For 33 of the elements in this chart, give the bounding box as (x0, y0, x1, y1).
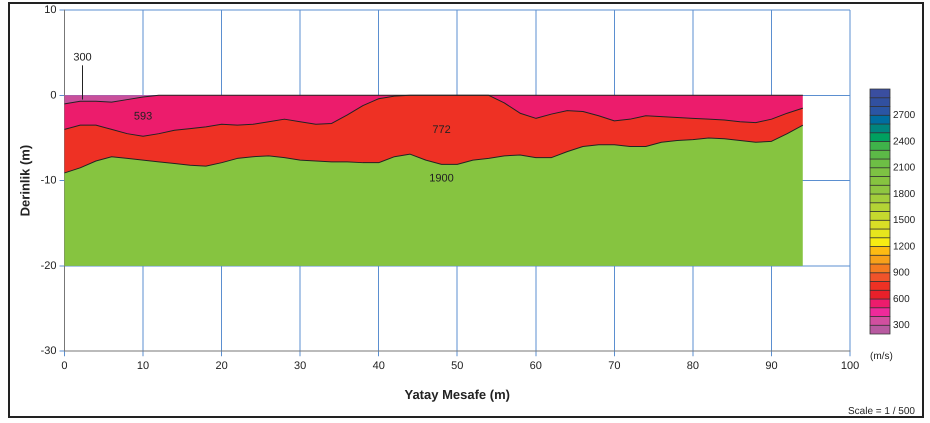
x-tick-label: 80 (686, 360, 700, 372)
series-label: 1900 (429, 172, 454, 184)
x-tick-label: 0 (61, 360, 68, 372)
y-tick-label: -10 (40, 174, 56, 187)
x-tick-label: 10 (136, 360, 150, 372)
x-tick-label: 30 (294, 360, 306, 372)
x-tick-label: 100 (840, 360, 860, 372)
color-bar-label: 1800 (893, 188, 916, 200)
color-bar-label: 900 (893, 268, 910, 278)
series-label: 772 (432, 124, 451, 136)
color-bar-label: 2700 (893, 110, 916, 121)
text: Scale = 1 / 500 (848, 406, 916, 417)
y-tick-label: -20 (40, 260, 56, 272)
x-tick-label: 40 (372, 360, 385, 372)
y-tick-label: -30 (40, 345, 56, 358)
color-bar-label: 1500 (893, 215, 916, 226)
y-tick-label: 10 (44, 4, 56, 16)
x-tick-label: 20 (215, 360, 228, 372)
series-label: 593 (134, 110, 152, 123)
x-tick-label: 90 (765, 360, 778, 372)
color-bar-title: (m/s) (870, 350, 893, 362)
color-bar-label: 600 (893, 294, 910, 305)
x-axis-title: Yatay Mesafe (m) (404, 386, 510, 402)
color-bar-label: 300 (893, 320, 910, 331)
x-tick-label: 70 (608, 360, 620, 372)
color-bar-label: 2100 (893, 162, 916, 174)
x-tick-label: 60 (530, 360, 542, 372)
y-tick-label: 0 (50, 89, 56, 102)
color-bar-label: 2400 (893, 136, 916, 148)
text: 300 (73, 51, 92, 64)
x-tick-label: 50 (451, 360, 464, 372)
color-bar-label: 1200 (893, 241, 916, 252)
y-axis-title: Derinlik (m) (17, 144, 32, 216)
